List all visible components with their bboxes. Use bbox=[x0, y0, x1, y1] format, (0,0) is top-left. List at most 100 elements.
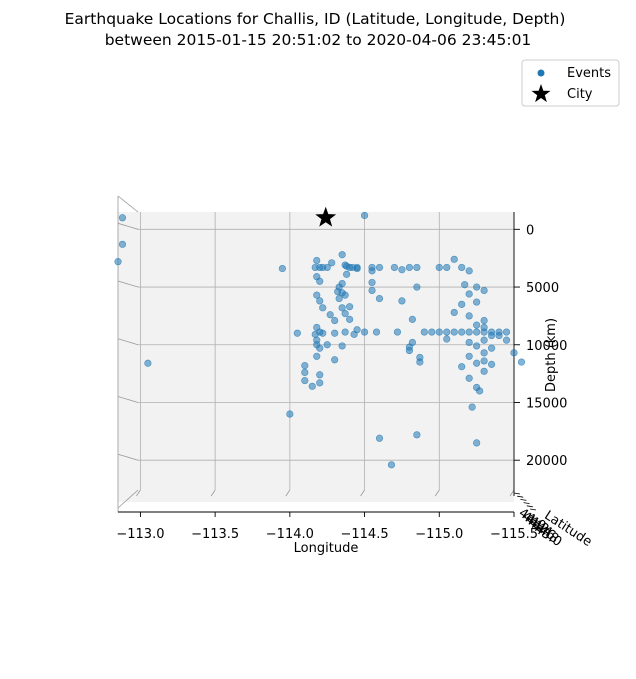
event-point bbox=[331, 329, 339, 337]
grid-line-x-base bbox=[136, 489, 141, 497]
event-point bbox=[387, 461, 396, 469]
legend-city-label: City bbox=[567, 87, 593, 102]
event-point bbox=[480, 357, 488, 365]
x-tick-label: −113.5 bbox=[191, 527, 239, 542]
event-point bbox=[338, 342, 346, 350]
legend-frame bbox=[521, 59, 620, 107]
event-point bbox=[343, 270, 351, 278]
event-point bbox=[450, 255, 458, 263]
event-point bbox=[308, 382, 316, 390]
event-point bbox=[405, 343, 413, 351]
lat-tick-mark bbox=[513, 492, 521, 495]
event-point bbox=[443, 328, 451, 336]
event-point bbox=[316, 277, 324, 285]
x-tick-label: −113.0 bbox=[116, 527, 164, 542]
event-point bbox=[473, 342, 481, 350]
event-point bbox=[311, 330, 319, 338]
event-point bbox=[487, 344, 496, 352]
event-point bbox=[301, 376, 309, 385]
left-edge-tick bbox=[117, 338, 139, 346]
lat-tick-mark bbox=[520, 499, 527, 501]
y-axis-label: Depth (km) bbox=[544, 318, 559, 392]
event-point bbox=[338, 304, 346, 312]
event-point bbox=[346, 315, 354, 323]
event-point bbox=[118, 214, 127, 222]
event-point bbox=[480, 349, 488, 357]
event-point bbox=[465, 290, 473, 298]
event-point bbox=[465, 352, 473, 360]
event-point bbox=[461, 281, 469, 289]
event-point bbox=[458, 263, 466, 272]
event-point bbox=[398, 297, 406, 305]
event-point bbox=[413, 431, 421, 439]
event-point bbox=[443, 335, 451, 343]
event-point bbox=[487, 331, 496, 340]
x-axis-label: Longitude bbox=[294, 541, 359, 556]
event-point bbox=[480, 323, 488, 332]
grid-line-x-base bbox=[434, 489, 440, 497]
event-point bbox=[465, 267, 473, 275]
legend-events-label: Events bbox=[567, 66, 611, 81]
event-point bbox=[360, 328, 369, 336]
event-point bbox=[443, 263, 451, 272]
events-scatter bbox=[114, 211, 526, 469]
event-point bbox=[473, 283, 481, 291]
chart-title: Earthquake Locations for Challis, ID (La… bbox=[65, 10, 566, 28]
event-point bbox=[480, 367, 488, 375]
legend-events-marker bbox=[537, 69, 545, 77]
depth-tick-label: 5000 bbox=[526, 281, 559, 296]
event-point bbox=[413, 283, 421, 291]
event-point bbox=[114, 258, 122, 266]
event-point bbox=[468, 403, 476, 411]
event-point bbox=[416, 358, 424, 366]
event-point bbox=[480, 286, 488, 295]
event-point bbox=[346, 303, 354, 311]
event-point bbox=[435, 328, 443, 336]
x-tick-label: −114.5 bbox=[341, 527, 389, 542]
event-point bbox=[465, 312, 473, 320]
grid-line-x-base bbox=[509, 489, 515, 497]
event-point bbox=[413, 263, 421, 272]
event-point bbox=[458, 328, 466, 336]
x-tick-label: −114.0 bbox=[266, 527, 314, 542]
event-point bbox=[316, 344, 324, 352]
event-point bbox=[323, 263, 331, 272]
left-edge-ticks bbox=[117, 222, 139, 461]
event-point bbox=[316, 379, 324, 387]
event-point bbox=[480, 336, 488, 344]
event-point bbox=[319, 304, 327, 312]
chart-subtitle: between 2015-01-15 20:51:02 to 2020-04-0… bbox=[105, 31, 532, 49]
event-point bbox=[313, 256, 321, 265]
event-point bbox=[450, 328, 458, 336]
legend-city-marker bbox=[531, 84, 551, 103]
event-point bbox=[398, 266, 406, 274]
longitude-ticks: −113.0 −113.5 −114.0 −114.5 −115.0 −115.5 bbox=[116, 512, 538, 542]
event-point bbox=[316, 371, 324, 379]
event-point bbox=[375, 263, 384, 272]
event-point bbox=[341, 328, 349, 336]
event-point bbox=[341, 309, 349, 318]
event-point bbox=[465, 374, 473, 382]
event-point bbox=[458, 363, 466, 371]
event-point bbox=[480, 316, 488, 325]
event-point bbox=[372, 328, 381, 336]
grid-line-x-base bbox=[285, 489, 291, 497]
event-point bbox=[326, 311, 334, 319]
left-edge-tick bbox=[117, 396, 139, 403]
event-point bbox=[502, 336, 511, 344]
event-point bbox=[517, 358, 526, 366]
lat-tick-mark bbox=[526, 505, 533, 508]
event-point bbox=[338, 251, 346, 259]
event-point bbox=[428, 328, 436, 336]
event-point bbox=[293, 329, 301, 337]
legend: Events City bbox=[521, 59, 620, 107]
event-point bbox=[313, 291, 321, 299]
latitude-ticks: 44.044.244.444.644.845.0 bbox=[513, 492, 564, 550]
left-edge-tick bbox=[117, 222, 139, 230]
event-point bbox=[393, 328, 402, 336]
event-point bbox=[350, 330, 358, 338]
event-point bbox=[420, 328, 428, 336]
depth-tick-label: 15000 bbox=[526, 396, 567, 411]
event-point bbox=[435, 263, 443, 272]
city-marker bbox=[315, 206, 337, 227]
